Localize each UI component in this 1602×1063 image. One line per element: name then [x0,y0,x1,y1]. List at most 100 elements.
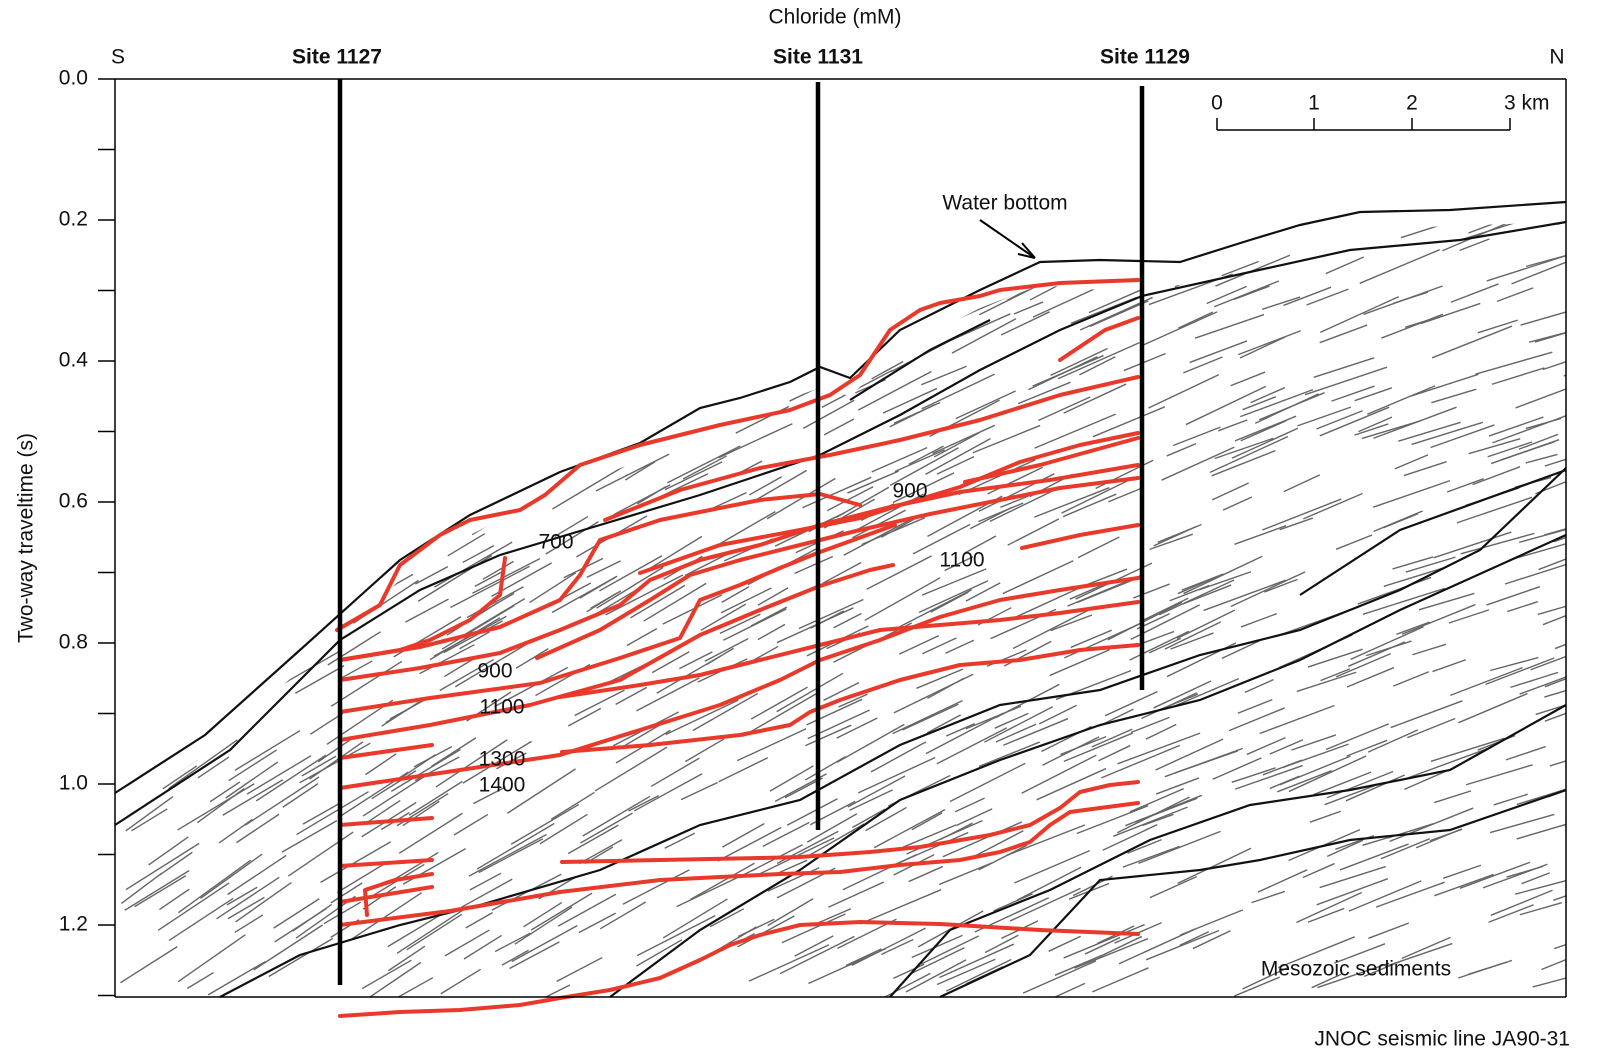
hatch-line [1049,936,1081,951]
hatch-line [270,569,317,597]
hatch-line [155,512,183,530]
hatch-line [547,189,580,209]
hatch-line [1326,257,1364,274]
hatch-line [749,945,829,981]
hatch-line [634,774,702,811]
hatch-line [220,639,270,671]
hatch-line [601,296,638,315]
hatch-line [1238,331,1301,355]
hatch-line [499,390,539,414]
hatch-line [966,706,1021,729]
hatch-line [296,555,353,590]
hatch-line [1262,297,1300,309]
hatch-line [799,600,863,629]
hatch-line [1051,349,1108,376]
hatch-line [317,311,349,330]
hatch-line [1051,615,1092,631]
hatch-line [1402,605,1475,635]
hatch-line [592,418,666,460]
hatch-line [529,263,589,299]
hatch-line [381,433,454,481]
hatch-line [1526,418,1561,428]
hatch-line [153,534,192,561]
hatch-line [1490,200,1542,219]
hatch-line [375,185,401,202]
hatch-line [1135,798,1197,822]
hatch-line [895,259,933,275]
hatch-line [1303,864,1335,878]
hatch-line [1033,356,1104,387]
hatch-line [188,183,220,203]
y-tick-label: 0.0 [59,67,88,90]
hatch-line [1406,557,1456,572]
hatch-line [1218,420,1247,431]
hatch-line [410,218,478,260]
hatch-line [279,443,310,462]
hatch-line [1516,380,1591,408]
hatch-line [1466,765,1533,785]
hatch-line [360,213,391,230]
hatch-line [1101,745,1179,778]
hatch-line [347,295,390,320]
hatch-line [169,325,219,361]
hatch-line [1212,483,1248,500]
hatch-line [1332,386,1375,401]
hatch-line [1486,587,1539,605]
hatch-line [1401,216,1468,237]
hatch-line [678,375,720,400]
hatch-line [1432,326,1512,358]
hatch-line [124,439,182,479]
hatch-line [295,666,344,694]
hatch-line [1460,862,1530,888]
hatch-line [367,463,423,499]
hatch-line [884,241,950,275]
hatch-line [169,630,202,651]
hatch-line [143,413,200,448]
hatch-line [321,462,368,489]
hatch-line [126,843,199,889]
hatch-line [703,356,751,378]
hatch-line [275,909,327,942]
hatch-line [464,935,502,959]
hatch-line [132,435,194,472]
hatch-line [1526,454,1558,463]
hatch-line [1103,825,1157,851]
hatch-line [510,306,581,345]
hatch-line [625,462,655,480]
hatch-line [255,330,322,369]
hatch-line [1355,388,1392,401]
hatch-line [198,340,231,360]
y-tick-label: 1.2 [59,913,88,936]
hatch-line [1177,610,1235,638]
hatch-line [516,649,548,669]
hatch-line [290,511,365,555]
hatch-line [498,355,564,390]
hatch-line [384,385,456,430]
hatch-line [1178,312,1212,328]
annotation: Mesozoic sediments [1261,958,1451,981]
hatch-line [700,335,735,351]
hatch-line [1543,603,1599,625]
hatch-line [242,258,307,297]
hatch-line [403,385,442,409]
hatch-line [681,782,718,799]
hatch-line [1037,769,1106,800]
hatch-line [1363,588,1445,614]
hatch-line [1544,687,1578,697]
hatch-line [1183,357,1222,373]
hatch-line [149,837,189,865]
y-tick-label: 0.4 [59,349,89,372]
scale-label: 3 km [1504,92,1550,115]
hatch-line [154,544,221,586]
hatch-line [1153,252,1183,267]
hatch-line [781,364,820,384]
hatch-line [1431,389,1476,402]
hatch-line [358,547,409,575]
hatch-line [127,617,169,648]
hatch-line [229,750,277,781]
scale-label: 1 [1308,92,1320,115]
hatch-line [1390,808,1474,841]
hatch-line [596,454,669,491]
hatch-line [484,261,512,279]
hatch-line [208,461,245,484]
